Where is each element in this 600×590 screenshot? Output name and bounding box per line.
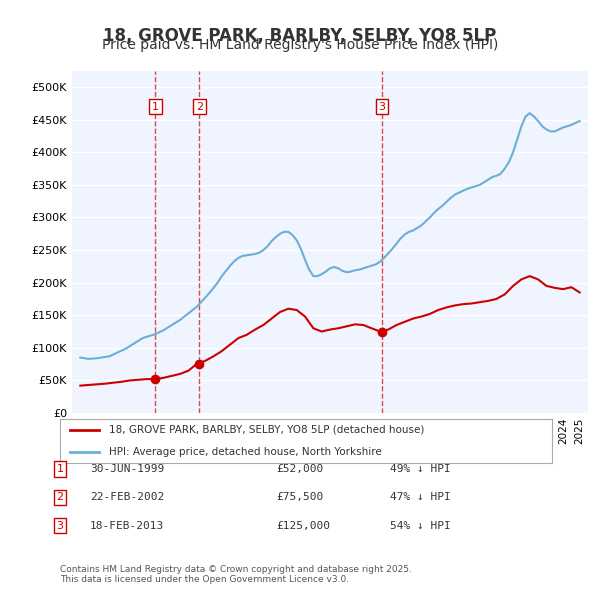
Text: HPI: Average price, detached house, North Yorkshire: HPI: Average price, detached house, Nort… xyxy=(109,447,382,457)
Text: 2: 2 xyxy=(56,493,64,502)
Text: 18, GROVE PARK, BARLBY, SELBY, YO8 5LP: 18, GROVE PARK, BARLBY, SELBY, YO8 5LP xyxy=(103,27,497,45)
Text: Price paid vs. HM Land Registry's House Price Index (HPI): Price paid vs. HM Land Registry's House … xyxy=(102,38,498,53)
Text: 1: 1 xyxy=(152,101,159,112)
Text: 22-FEB-2002: 22-FEB-2002 xyxy=(90,493,164,502)
Text: 1: 1 xyxy=(56,464,64,474)
Text: £125,000: £125,000 xyxy=(276,521,330,530)
Text: 18, GROVE PARK, BARLBY, SELBY, YO8 5LP (detached house): 18, GROVE PARK, BARLBY, SELBY, YO8 5LP (… xyxy=(109,425,425,435)
Text: 2: 2 xyxy=(196,101,203,112)
Text: 54% ↓ HPI: 54% ↓ HPI xyxy=(390,521,451,530)
Text: 18-FEB-2013: 18-FEB-2013 xyxy=(90,521,164,530)
Text: Contains HM Land Registry data © Crown copyright and database right 2025.
This d: Contains HM Land Registry data © Crown c… xyxy=(60,565,412,584)
Text: 30-JUN-1999: 30-JUN-1999 xyxy=(90,464,164,474)
Text: £75,500: £75,500 xyxy=(276,493,323,502)
Text: 47% ↓ HPI: 47% ↓ HPI xyxy=(390,493,451,502)
Text: 3: 3 xyxy=(379,101,386,112)
Text: 49% ↓ HPI: 49% ↓ HPI xyxy=(390,464,451,474)
Text: 3: 3 xyxy=(56,521,64,530)
Text: £52,000: £52,000 xyxy=(276,464,323,474)
